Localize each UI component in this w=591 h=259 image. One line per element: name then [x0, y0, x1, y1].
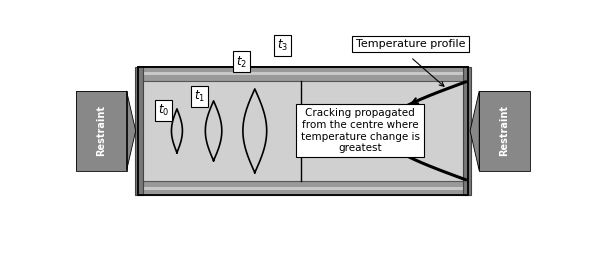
Text: Restraint: Restraint — [499, 105, 509, 156]
Bar — [138, 71, 467, 75]
Bar — [138, 67, 467, 195]
Bar — [138, 187, 467, 190]
Bar — [76, 91, 126, 171]
Bar — [479, 91, 530, 171]
Bar — [138, 181, 467, 195]
Bar — [138, 67, 467, 195]
Bar — [135, 67, 143, 195]
Polygon shape — [126, 91, 136, 171]
Bar — [138, 67, 467, 81]
Polygon shape — [470, 91, 479, 171]
Text: $t_2$: $t_2$ — [236, 54, 246, 70]
Bar — [479, 91, 530, 171]
Bar — [76, 91, 126, 171]
Text: Temperature profile: Temperature profile — [356, 39, 465, 49]
Text: Restraint: Restraint — [96, 105, 106, 156]
Text: Cracking propagated
from the centre where
temperature change is
greatest: Cracking propagated from the centre wher… — [301, 109, 420, 153]
Text: $t_1$: $t_1$ — [194, 89, 206, 104]
Text: $t_0$: $t_0$ — [158, 103, 169, 118]
Text: $t_3$: $t_3$ — [277, 38, 288, 53]
Bar — [463, 67, 471, 195]
